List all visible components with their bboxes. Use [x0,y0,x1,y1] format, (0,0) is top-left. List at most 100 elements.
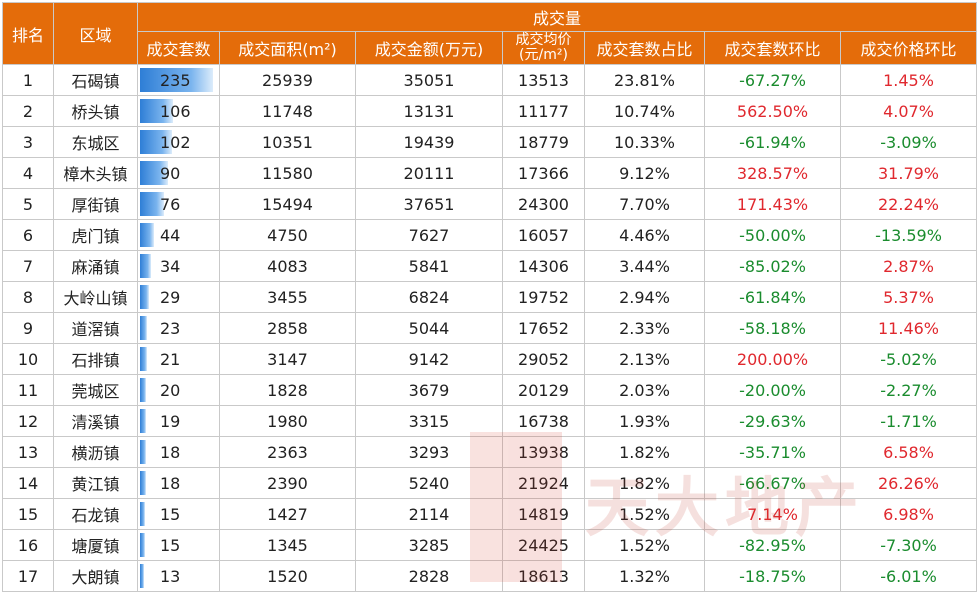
cell-share: 2.33% [584,312,705,344]
cell-district: 清溪镇 [53,405,138,437]
units-value: 90 [160,163,181,183]
units-value: 19 [160,411,181,431]
cell-price-mom: -3.09% [839,126,978,158]
units-value: 29 [160,287,181,307]
cell-district: 石碣镇 [53,64,138,96]
cell-avg: 13513 [502,64,585,96]
cell-units: 15 [137,498,220,530]
cell-avg: 24425 [502,529,585,561]
cell-area: 1345 [219,529,356,561]
cell-amount: 19439 [355,126,503,158]
cell-rank: 6 [2,219,54,251]
cell-share: 4.46% [584,219,705,251]
cell-units-mom: -82.95% [704,529,841,561]
cell-area: 2363 [219,436,356,468]
table-row: 15 石龙镇 15 1427 2114 14819 1.52% 7.14% 6.98% [2,498,978,530]
cell-avg: 24300 [502,188,585,220]
cell-rank: 5 [2,188,54,220]
cell-share: 1.52% [584,529,705,561]
units-value: 34 [160,256,181,276]
table-row: 9 道滘镇 23 2858 5044 17652 2.33% -58.18% 11.46% [2,312,978,344]
cell-avg: 16057 [502,219,585,251]
units-bar [140,471,146,495]
units-value: 15 [160,504,181,524]
units-bar [140,564,145,588]
units-bar [140,409,146,433]
header-area: 成交面积(m²) [219,31,356,65]
cell-avg: 21924 [502,467,585,499]
cell-units: 19 [137,405,220,437]
cell-price-mom: 26.26% [839,467,978,499]
cell-area: 15494 [219,188,356,220]
cell-rank: 13 [2,436,54,468]
units-value: 13 [160,566,181,586]
cell-avg: 11177 [502,95,585,127]
cell-price-mom: 4.07% [839,95,978,127]
cell-share: 23.81% [584,64,705,96]
units-value: 106 [160,101,191,121]
cell-district: 黄江镇 [53,467,138,499]
cell-units: 102 [137,126,220,158]
cell-price-mom: 22.24% [839,188,978,220]
units-bar [140,378,147,402]
cell-share: 1.93% [584,405,705,437]
units-bar [140,68,213,92]
cell-units: 34 [137,250,220,282]
cell-share: 2.94% [584,281,705,313]
cell-price-mom: 31.79% [839,157,978,189]
table-row: 14 黄江镇 18 2390 5240 21924 1.82% -66.67% 26.26% [2,467,978,499]
table-row: 12 清溪镇 19 1980 3315 16738 1.93% -29.63% -1.71% [2,405,978,437]
units-value: 102 [160,132,191,152]
cell-rank: 9 [2,312,54,344]
units-bar [140,533,145,557]
units-bar [140,130,172,154]
cell-units-mom: -61.94% [704,126,841,158]
cell-share: 10.74% [584,95,705,127]
units-value: 18 [160,442,181,462]
cell-amount: 3679 [355,374,503,406]
cell-units-mom: -29.63% [704,405,841,437]
cell-units-mom: -35.71% [704,436,841,468]
cell-district: 横沥镇 [53,436,138,468]
table-row: 6 虎门镇 44 4750 7627 16057 4.46% -50.00% -13.59% [2,219,978,251]
cell-district: 莞城区 [53,374,138,406]
cell-rank: 7 [2,250,54,282]
header-units-mom: 成交套数环比 [704,31,841,65]
cell-units: 18 [137,467,220,499]
cell-area: 2390 [219,467,356,499]
units-bar [140,192,164,216]
cell-amount: 13131 [355,95,503,127]
cell-amount: 2828 [355,560,503,592]
cell-share: 3.44% [584,250,705,282]
cell-avg: 16738 [502,405,585,437]
cell-share: 1.82% [584,467,705,499]
cell-units-mom: -58.18% [704,312,841,344]
cell-area: 3147 [219,343,356,375]
cell-price-mom: -7.30% [839,529,978,561]
cell-price-mom: -13.59% [839,219,978,251]
units-value: 44 [160,225,181,245]
cell-rank: 17 [2,560,54,592]
cell-rank: 11 [2,374,54,406]
cell-units: 90 [137,157,220,189]
table-row: 5 厚街镇 76 15494 37651 24300 7.70% 171.43% 22.24% [2,188,978,220]
cell-units: 106 [137,95,220,127]
cell-rank: 4 [2,157,54,189]
cell-area: 3455 [219,281,356,313]
table-row: 1 石碣镇 235 25939 35051 13513 23.81% -67.27% 1.45% [2,64,978,96]
header-units: 成交套数 [137,31,220,65]
cell-amount: 3315 [355,405,503,437]
cell-share: 2.13% [584,343,705,375]
cell-price-mom: 11.46% [839,312,978,344]
table-row: 13 横沥镇 18 2363 3293 13938 1.82% -35.71% 6.58% [2,436,978,468]
cell-amount: 3293 [355,436,503,468]
cell-district: 石排镇 [53,343,138,375]
cell-price-mom: -2.27% [839,374,978,406]
cell-units: 29 [137,281,220,313]
cell-amount: 5240 [355,467,503,499]
units-bar [140,347,147,371]
cell-rank: 8 [2,281,54,313]
units-value: 20 [160,380,181,400]
cell-amount: 3285 [355,529,503,561]
cell-units: 23 [137,312,220,344]
